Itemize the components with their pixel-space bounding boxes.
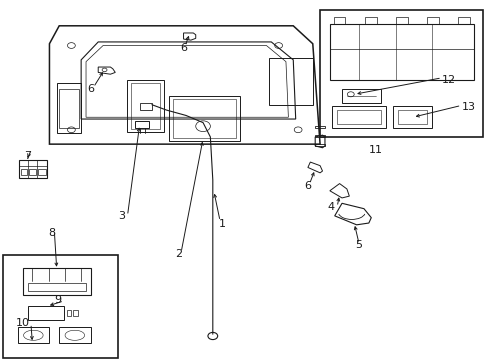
Text: 6: 6: [87, 84, 94, 94]
Text: 6: 6: [304, 181, 311, 191]
Text: 1: 1: [219, 219, 225, 229]
Text: 2: 2: [175, 249, 182, 259]
Text: 12: 12: [441, 75, 455, 85]
Text: 8: 8: [48, 228, 55, 238]
Text: 5: 5: [355, 240, 362, 250]
Text: 9: 9: [54, 295, 61, 305]
Bar: [3, 255, 118, 357]
Text: 13: 13: [461, 102, 474, 112]
Bar: [320, 10, 483, 137]
Text: 6: 6: [180, 43, 187, 53]
Text: 4: 4: [327, 202, 334, 212]
Text: 10: 10: [16, 318, 30, 328]
Text: 3: 3: [118, 211, 125, 221]
Text: 7: 7: [24, 151, 31, 161]
Text: 11: 11: [368, 145, 383, 155]
